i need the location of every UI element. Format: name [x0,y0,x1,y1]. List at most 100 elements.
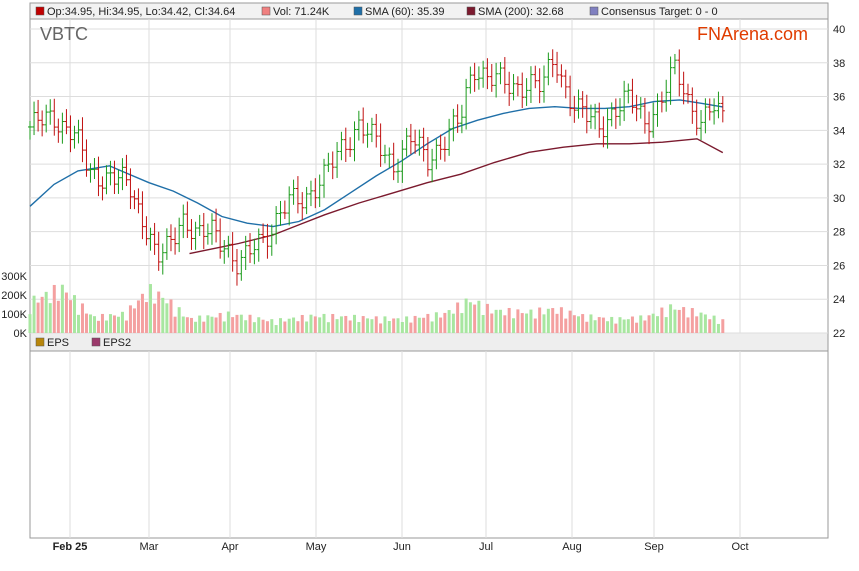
volume-bar [610,316,614,333]
volume-bar [643,320,647,333]
volume-bar [181,316,185,333]
date-tick-label: May [306,541,327,553]
price-tick-label: 38 [833,58,845,70]
price-panel [29,18,829,334]
volume-tick-label: 300K [1,271,27,283]
volume-bar [157,291,161,333]
volume-bar [555,313,559,333]
volume-bar [447,310,451,333]
volume-bar [379,323,383,333]
volume-bar [682,307,686,333]
volume-bar [92,316,96,333]
volume-bar [494,309,498,333]
volume-bar [239,314,243,333]
volume-bar [153,303,157,333]
volume-bar [538,307,542,333]
lower-legend: EPS EPS2 [35,337,131,349]
volume-bar [542,314,546,333]
volume-bar [132,308,136,333]
date-axis-ticks: Feb 25 Mar Apr May Jun Jul Aug Sep Oct [53,541,749,553]
volume-bar [56,300,60,333]
date-tick-label: Jul [479,541,493,553]
volume-bar [664,317,668,333]
volume-bar [564,318,568,333]
volume-bar [68,300,72,333]
ticker-label: VBTC [40,24,88,44]
volume-bar [660,307,664,333]
volume-bar [669,304,673,333]
lower-legend-swatch [91,337,101,347]
volume-bar [120,311,124,333]
volume-bar [708,319,712,333]
volume-bar [257,317,261,333]
price-tick-label: 36 [833,92,845,104]
volume-bar [52,284,56,333]
legend-swatch-target [589,6,599,16]
volume-bar [439,317,443,333]
volume-bar [36,302,40,333]
volume-bar [525,313,529,333]
volume-bar [520,313,524,333]
volume-bar [383,316,387,333]
volume-bar [460,313,464,333]
legend: Op:34.95, Hi:34.95, Lo:34.42, Cl:34.64 Vo… [35,6,718,18]
volume-bar [296,321,300,333]
volume-bar [626,319,630,333]
lower-legend-label: EPS [47,337,69,349]
volume-bar [647,315,651,333]
volume-bar [485,303,489,333]
price-tick-label: 34 [833,125,845,137]
date-tick-label: Aug [562,541,582,553]
grid-lines [30,19,828,538]
volume-bar [194,321,198,333]
volume-bar [331,313,335,333]
price-tick-label: 22 [833,328,845,340]
volume-bar [210,316,214,333]
price-axis-ticks: 22 24 26 28 30 32 34 36 38 40 [833,24,845,340]
volume-bar [206,315,210,333]
volume-bar [434,312,438,333]
volume-bar [451,313,455,333]
price-bars [28,49,725,286]
volume-bar [44,291,48,333]
volume-bar [100,313,104,333]
volume-bar [28,314,32,333]
volume-bar [490,313,494,333]
date-tick-label: Feb 25 [53,541,88,553]
volume-bar [222,321,226,333]
volume-bar [581,314,585,333]
volume-bar [503,315,507,333]
volume-bar [481,315,485,333]
volume-bar [568,310,572,333]
eps-legend-bar [29,332,829,352]
volume-bar [370,319,374,333]
volume-bar [261,319,265,333]
volume-bar [361,316,365,333]
volume-bar [231,317,235,333]
volume-bar [165,303,169,333]
volume-bar [185,317,189,333]
volume-bar [76,314,80,333]
volume-bar [357,322,361,333]
volume-bar [712,315,716,333]
volume-bar [348,320,352,333]
volume-bar [606,321,610,333]
legend-swatch-vol [261,6,271,16]
brand-logo: FNArena.com [697,24,808,44]
volume-bar [559,307,563,333]
volume-bar [703,314,707,333]
volume-bar [274,325,278,333]
volume-bar [322,313,326,333]
legend-swatch-sma60 [353,6,363,16]
price-tick-label: 28 [833,227,845,239]
volume-bar [140,293,144,333]
lower-legend-label: EPS2 [103,337,131,349]
volume-bar [366,318,370,333]
volume-bar [202,321,206,333]
volume-bar [426,313,430,333]
price-tick-label: 32 [833,159,845,171]
volume-bar [88,314,92,333]
volume-bar [716,323,720,333]
volume-bar [252,322,256,333]
legend-label-ohlc: Op:34.95, Hi:34.95, Lo:34.42, Cl:34.64 [47,6,235,18]
